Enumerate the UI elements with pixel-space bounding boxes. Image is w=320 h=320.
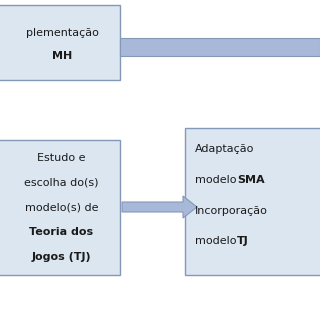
Text: Teoria dos: Teoria dos — [29, 227, 93, 237]
Text: modelo: modelo — [195, 236, 240, 246]
Text: MH: MH — [52, 51, 73, 61]
Text: Estudo e: Estudo e — [37, 153, 86, 164]
Text: Adaptação: Adaptação — [195, 144, 254, 155]
Text: plementação: plementação — [26, 28, 99, 38]
FancyBboxPatch shape — [120, 38, 320, 56]
Text: modelo: modelo — [195, 175, 240, 185]
FancyBboxPatch shape — [0, 5, 120, 80]
FancyArrow shape — [122, 196, 197, 218]
Text: escolha do(s): escolha do(s) — [24, 178, 99, 188]
Text: modelo(s) de: modelo(s) de — [25, 203, 98, 212]
FancyBboxPatch shape — [0, 140, 120, 275]
Text: Jogos (TJ): Jogos (TJ) — [32, 252, 91, 261]
Text: SMA: SMA — [237, 175, 265, 185]
Text: Incorporação: Incorporação — [195, 206, 268, 216]
FancyBboxPatch shape — [185, 128, 320, 275]
Text: TJ: TJ — [237, 236, 249, 246]
